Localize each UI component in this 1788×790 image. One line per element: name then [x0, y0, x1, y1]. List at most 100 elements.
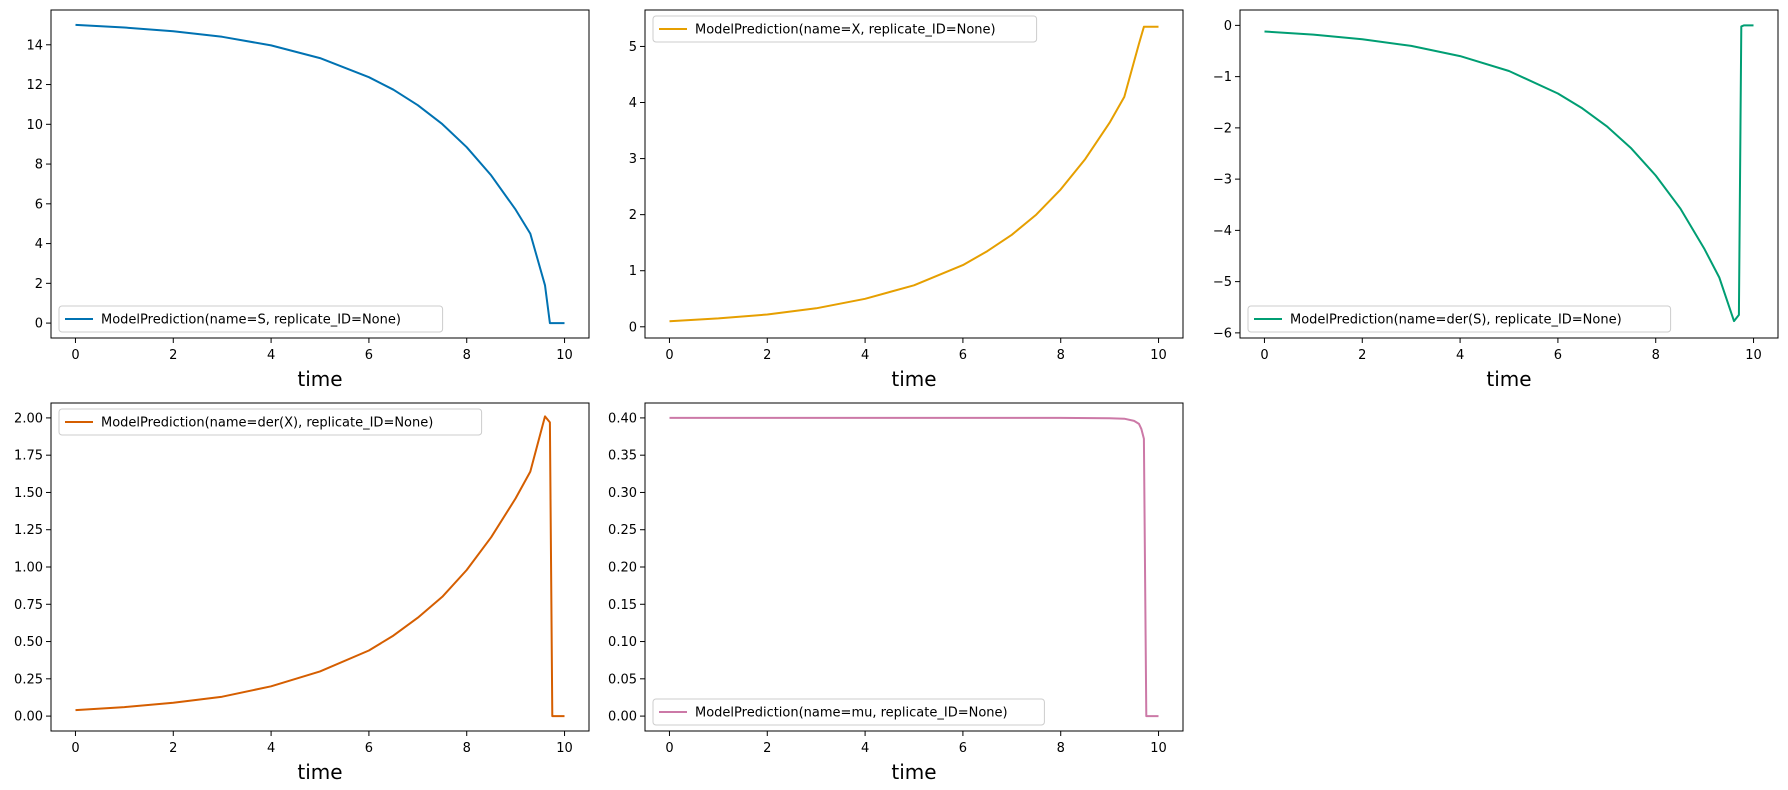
y-tick-label: 0.05	[608, 672, 637, 687]
y-tick-label: 0.30	[608, 486, 637, 501]
y-tick-label: 0.35	[608, 449, 637, 464]
series-line	[1264, 24, 1754, 323]
x-tick-label: 6	[959, 741, 967, 756]
axes-frame	[644, 9, 1184, 339]
y-tick-label: −6	[1213, 326, 1232, 341]
x-tick-label: 0	[71, 348, 79, 363]
y-tick-label: 3	[629, 152, 637, 167]
x-tick-label: 4	[861, 741, 869, 756]
x-tick-label: 10	[556, 741, 573, 756]
y-tick-label: 4	[629, 96, 637, 111]
series-line	[75, 23, 565, 325]
y-tick-label: 0	[629, 320, 637, 335]
y-tick-label: 2	[35, 277, 43, 292]
y-tick-label: 5	[629, 40, 637, 55]
x-tick-label: 8	[463, 348, 471, 363]
x-tick-label: 6	[365, 741, 373, 756]
x-tick-label: 4	[861, 348, 869, 363]
series-line	[75, 415, 565, 718]
x-tick-label: 10	[1745, 348, 1762, 363]
y-tick-label: 1.00	[14, 561, 43, 576]
y-tick-label: 14	[26, 38, 43, 53]
x-tick-label: 8	[1057, 741, 1065, 756]
y-tick-label: 0	[35, 317, 43, 332]
y-tick-label: −5	[1213, 275, 1232, 290]
axes-frame	[50, 9, 590, 339]
legend-label: ModelPrediction(name=X, replicate_ID=Non…	[695, 23, 996, 38]
series-line	[669, 416, 1159, 718]
y-tick-label: −4	[1213, 224, 1232, 239]
x-tick-label: 2	[169, 741, 177, 756]
y-tick-label: 0.20	[608, 561, 637, 576]
y-tick-label: 0.40	[608, 411, 637, 426]
y-tick-label: 1	[629, 264, 637, 279]
legend-label: ModelPrediction(name=der(S), replicate_I…	[1290, 313, 1622, 328]
subplot-4: 0 2 4 6 8 10 0.00 0.25 0.50 0.75 1.00 1.25 1.50 1.75 2…	[14, 402, 590, 784]
x-tick-label: 4	[1456, 348, 1464, 363]
y-tick-label: 1.25	[14, 523, 43, 538]
x-tick-label: 6	[1554, 348, 1562, 363]
y-tick-label: 0.75	[14, 598, 43, 613]
y-tick-label: 2	[629, 208, 637, 223]
legend: ModelPrediction(name=X, replicate_ID=Non…	[652, 15, 1038, 43]
x-tick-label: 8	[1652, 348, 1660, 363]
legend-box	[1247, 305, 1672, 333]
x-tick-label: 2	[1358, 348, 1366, 363]
x-tick-label: 0	[665, 348, 673, 363]
subplot-3: 0 2 4 6 8 10 0 −1 −2 −3 −4 −5 −6 time ModelPrediction(…	[1213, 9, 1779, 391]
x-tick-label: 6	[959, 348, 967, 363]
y-tick-label: 0	[1224, 19, 1232, 34]
legend-box	[58, 305, 444, 333]
subplot-5: 0 2 4 6 8 10 0.00 0.05 0.10 0.15 0.20 0.25 0.30 0.35 0…	[608, 402, 1184, 784]
y-tick-label: 0.50	[14, 635, 43, 650]
y-tick-label: 0.25	[14, 672, 43, 687]
y-tick-label: 0.25	[608, 523, 637, 538]
x-tick-label: 8	[1057, 348, 1065, 363]
x-tick-label: 0	[1260, 348, 1268, 363]
y-tick-label: 1.50	[14, 486, 43, 501]
series-line	[669, 25, 1159, 323]
legend: ModelPrediction(name=der(X), replicate_I…	[58, 408, 483, 436]
x-axis-label: time	[1486, 367, 1531, 391]
x-tick-label: 2	[763, 741, 771, 756]
y-tick-label: −1	[1213, 70, 1232, 85]
legend-label: ModelPrediction(name=S, replicate_ID=Non…	[101, 313, 401, 328]
y-tick-label: 2.00	[14, 411, 43, 426]
x-tick-label: 0	[71, 741, 79, 756]
legend-box	[652, 15, 1038, 43]
legend: ModelPrediction(name=der(S), replicate_I…	[1247, 305, 1672, 333]
subplot-1: 0 2 4 6 8 10 0 2 4 6 8 10 12 14 time ModelPrediction(na…	[26, 9, 590, 391]
legend-box	[652, 698, 1045, 726]
legend: ModelPrediction(name=mu, replicate_ID=No…	[652, 698, 1045, 726]
y-tick-label: −3	[1213, 173, 1232, 188]
x-tick-label: 10	[556, 348, 573, 363]
x-tick-label: 0	[665, 741, 673, 756]
x-axis-label: time	[297, 367, 342, 391]
y-tick-label: 1.75	[14, 449, 43, 464]
y-tick-label: 0.10	[608, 635, 637, 650]
y-tick-label: 4	[35, 237, 43, 252]
x-tick-label: 10	[1150, 741, 1167, 756]
legend-box	[58, 408, 483, 436]
y-tick-label: 0.15	[608, 598, 637, 613]
x-tick-label: 10	[1150, 348, 1167, 363]
x-tick-label: 2	[169, 348, 177, 363]
x-tick-label: 2	[763, 348, 771, 363]
y-tick-label: 12	[26, 78, 43, 93]
x-axis-label: time	[891, 760, 936, 784]
y-tick-label: −2	[1213, 121, 1232, 136]
y-tick-label: 6	[35, 197, 43, 212]
y-tick-label: 8	[35, 158, 43, 173]
x-axis-label: time	[891, 367, 936, 391]
subplot-2: 0 2 4 6 8 10 0 1 2 3 4 5 time ModelPrediction(name=X,…	[629, 9, 1184, 391]
axes-frame	[50, 402, 590, 732]
axes-frame	[1239, 9, 1779, 339]
x-tick-label: 4	[267, 741, 275, 756]
x-axis-label: time	[297, 760, 342, 784]
y-tick-label: 0.00	[608, 710, 637, 725]
y-tick-label: 0.00	[14, 710, 43, 725]
x-tick-label: 4	[267, 348, 275, 363]
legend-label: ModelPrediction(name=der(X), replicate_I…	[101, 416, 433, 431]
x-tick-label: 8	[463, 741, 471, 756]
